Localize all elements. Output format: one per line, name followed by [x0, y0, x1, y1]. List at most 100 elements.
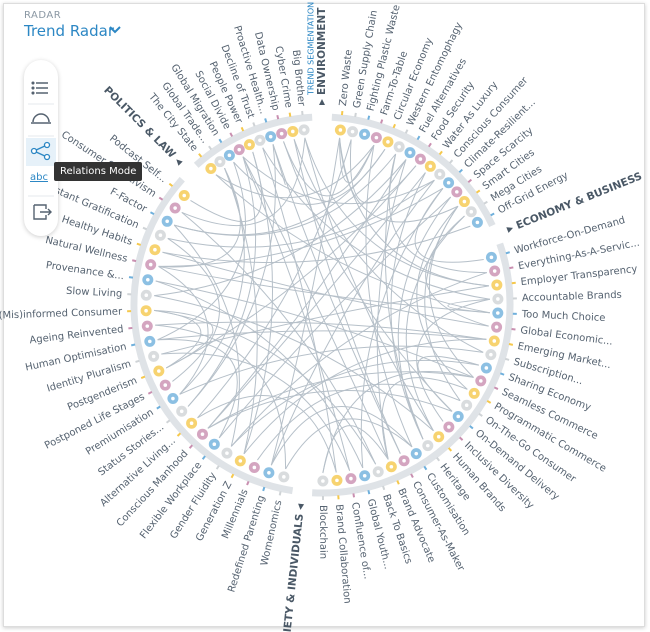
- trend-dot-center: [258, 138, 262, 143]
- trend-dot-center: [291, 129, 295, 134]
- relation-line: [207, 172, 426, 429]
- trend-label[interactable]: Blockchain: [317, 505, 328, 559]
- trend-marker: [230, 473, 235, 479]
- trend-dot-center: [349, 476, 353, 481]
- tooltip: Relations Mode: [54, 162, 143, 181]
- overline: RADAR: [24, 10, 62, 21]
- trend-marker: [396, 480, 400, 485]
- trend-dot-center: [496, 311, 500, 315]
- relation-line: [243, 151, 273, 454]
- trend-dot-center: [389, 464, 394, 469]
- trend-dot-center: [362, 473, 367, 478]
- trend-marker: [438, 150, 443, 156]
- trend-marker: [147, 391, 153, 395]
- trend-dot-center: [496, 297, 500, 301]
- relation-line: [272, 144, 401, 454]
- trend-dot-center: [237, 147, 242, 152]
- trend-marker: [140, 375, 146, 380]
- trend-dot-center: [350, 129, 355, 134]
- trend-marker: [469, 425, 474, 430]
- relation-line: [283, 141, 453, 412]
- sector-ring: [193, 113, 313, 168]
- trend-dot-center: [209, 166, 213, 171]
- relation-line: [154, 309, 377, 465]
- radar-icon[interactable]: [31, 113, 51, 124]
- relation-line: [243, 338, 487, 455]
- relation-line: [154, 309, 214, 369]
- trend-dot-center: [492, 339, 497, 343]
- trend-label[interactable]: Provenance &...: [45, 260, 125, 282]
- relation-line: [293, 139, 484, 353]
- trend-label[interactable]: Slow Living: [66, 286, 123, 300]
- trend-dot-center: [225, 451, 229, 455]
- trend-marker: [410, 473, 414, 478]
- trend-dot-center: [227, 153, 232, 158]
- trend-dot-center: [418, 157, 423, 161]
- trend-marker: [504, 357, 510, 361]
- trend-marker: [136, 242, 141, 246]
- trend-marker: [208, 145, 213, 150]
- trend-dot-center: [148, 262, 153, 267]
- trend-marker: [278, 491, 282, 496]
- trend-dot-center: [478, 379, 483, 383]
- relations-icon[interactable]: [30, 141, 51, 161]
- dropdown-chevron[interactable]: [108, 24, 122, 36]
- trend-dot-center: [268, 134, 273, 139]
- trend-dot-center: [146, 278, 150, 282]
- relation-line: [154, 309, 202, 369]
- trend-dot-center: [428, 164, 433, 169]
- relation-line: [173, 224, 240, 447]
- trend-dot-center: [374, 135, 379, 140]
- trend-marker: [276, 114, 280, 120]
- relation-line: [304, 137, 434, 432]
- trend-dot-center: [171, 396, 175, 401]
- trend-label[interactable]: Ageing Reinvented: [29, 324, 124, 346]
- trend-marker: [168, 182, 174, 187]
- trend-dot-center: [173, 206, 177, 210]
- trend-label[interactable]: Too Much Choice: [521, 309, 606, 324]
- trend-dot-center: [189, 421, 194, 425]
- relation-line: [158, 187, 444, 267]
- relation-line: [161, 352, 351, 471]
- relation-line: [270, 179, 435, 466]
- sector-ring: [331, 113, 496, 228]
- trend-marker: [427, 142, 432, 148]
- relation-line: [179, 345, 484, 395]
- trend-dot-center: [495, 283, 499, 287]
- relation-line: [428, 205, 474, 378]
- relations-icon-bg[interactable]: [26, 138, 56, 166]
- trend-marker: [493, 386, 499, 390]
- trend-dot-center: [218, 159, 222, 164]
- export-icon[interactable]: [33, 204, 52, 220]
- trend-dot-center: [402, 458, 406, 463]
- trend-dot-center: [302, 128, 306, 132]
- trend-dot-center: [282, 475, 286, 479]
- trend-label[interactable]: Brand Collaboration: [333, 504, 352, 604]
- trend-dot-center: [238, 459, 243, 463]
- trend-marker: [288, 112, 292, 117]
- trend-label[interactable]: Accountable Brands: [522, 290, 622, 304]
- title[interactable]: Trend Radar: [24, 22, 114, 40]
- trend-dot-center: [472, 391, 477, 396]
- trend-marker: [201, 455, 206, 460]
- trend-marker: [447, 447, 453, 452]
- trend-marker: [416, 135, 421, 141]
- trend-marker: [198, 153, 203, 158]
- trend-label[interactable]: Zero Waste: [338, 49, 355, 107]
- trend-dot-center: [148, 339, 152, 344]
- trend-dot-center: [456, 414, 461, 419]
- relation-line: [155, 280, 474, 378]
- trend-dot-center: [489, 352, 493, 357]
- labels-toggle[interactable]: abc: [30, 172, 48, 183]
- relation-line: [388, 153, 487, 274]
- relation-line: [158, 167, 241, 268]
- trend-marker: [131, 343, 136, 347]
- relation-line: [283, 141, 375, 197]
- list-icon[interactable]: [31, 81, 48, 95]
- relation-line: [155, 321, 487, 340]
- relation-line: [190, 151, 263, 223]
- trend-marker: [458, 436, 464, 441]
- trend-label[interactable]: (Mis)informed Consumer: [0, 306, 123, 321]
- relation-line: [381, 377, 468, 460]
